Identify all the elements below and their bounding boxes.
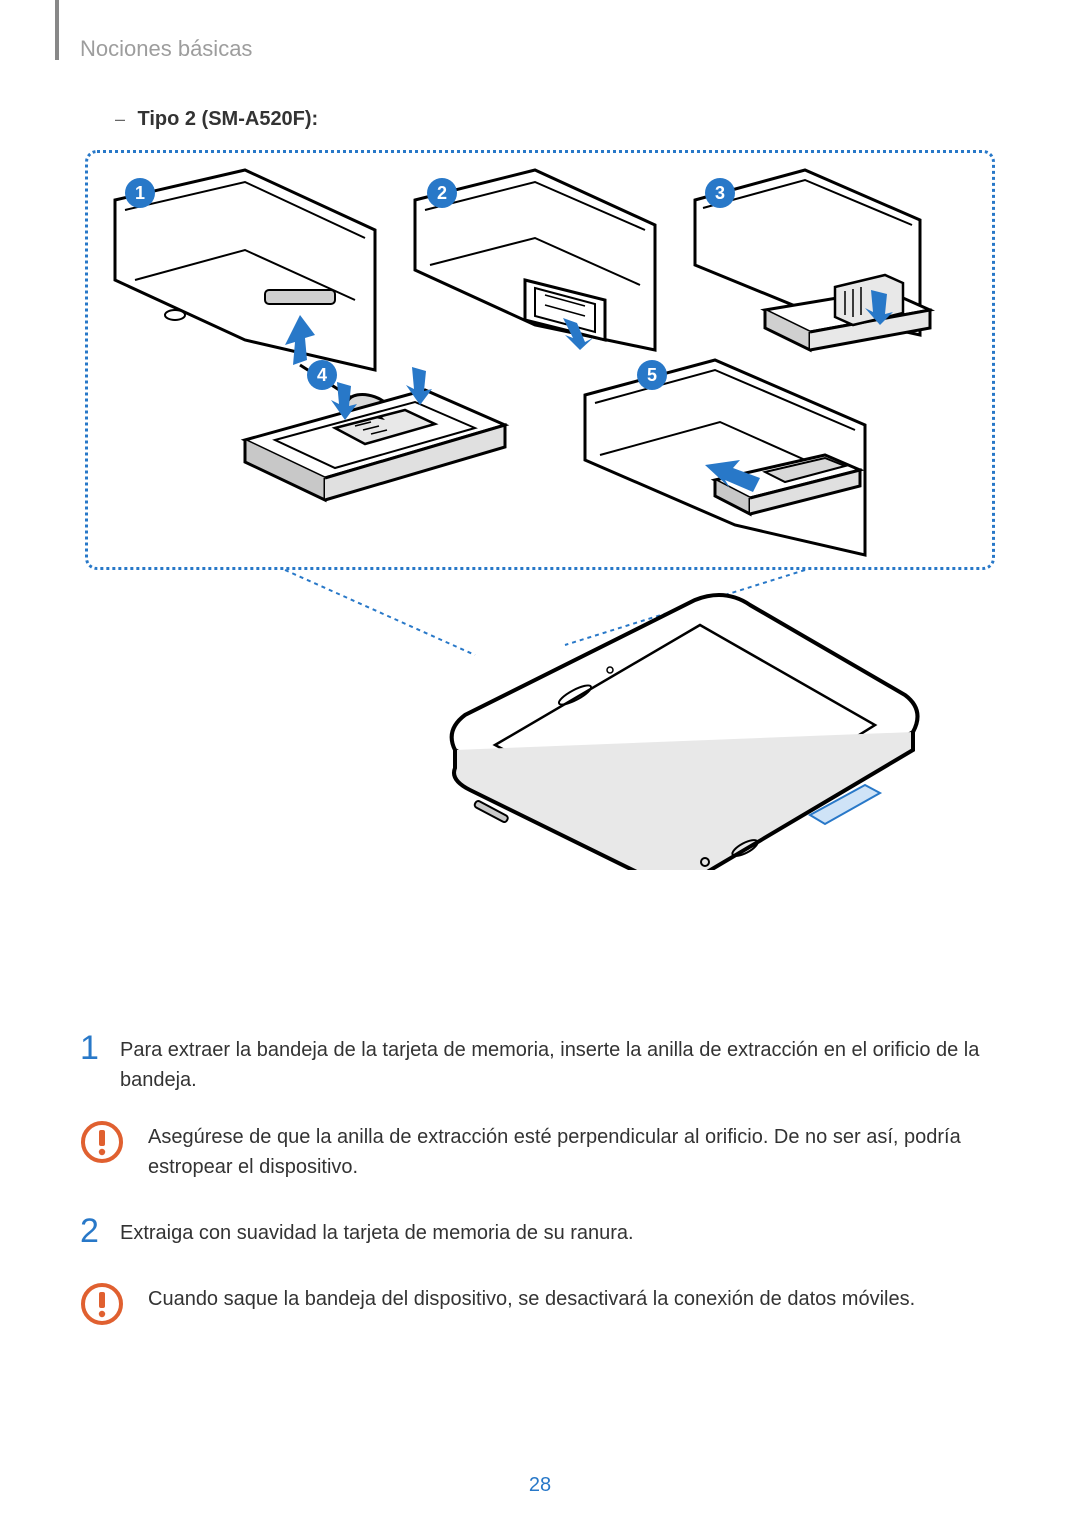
page-number: 28: [0, 1474, 1080, 1497]
caution-2-text: Cuando saque la bandeja del dispositivo,…: [148, 1282, 915, 1314]
caution-1: Asegúrese de que la anilla de extracción…: [80, 1120, 1000, 1182]
diagram-container: 1 2 3 4 5: [85, 150, 995, 870]
caution-2: Cuando saque la bandeja del dispositivo,…: [80, 1282, 1000, 1326]
instruction-1-number: 1: [80, 1031, 120, 1065]
step-badge-5: 5: [637, 360, 667, 390]
instruction-2: 2 Extraiga con suavidad la tarjeta de me…: [80, 1218, 1000, 1248]
section-header: Nociones básicas: [80, 36, 252, 62]
header-accent-bar: [55, 0, 59, 60]
caution-icon: [80, 1282, 124, 1326]
step-badge-4: 4: [307, 360, 337, 390]
subtitle-dash: –: [115, 109, 125, 129]
diagram-svg: [85, 150, 995, 870]
instruction-2-text: Extraiga con suavidad la tarjeta de memo…: [120, 1218, 634, 1248]
step-badge-1: 1: [125, 178, 155, 208]
step-badge-2: 2: [427, 178, 457, 208]
instruction-1-text: Para extraer la bandeja de la tarjeta de…: [120, 1035, 1000, 1095]
subtitle-row: – Tipo 2 (SM-A520F):: [115, 108, 318, 131]
instruction-1: 1 Para extraer la bandeja de la tarjeta …: [80, 1035, 1000, 1095]
subtitle-text: Tipo 2 (SM-A520F):: [137, 108, 318, 130]
instruction-2-number: 2: [80, 1214, 120, 1248]
step-badge-3: 3: [705, 178, 735, 208]
caution-1-text: Asegúrese de que la anilla de extracción…: [148, 1120, 1000, 1182]
caution-icon: [80, 1120, 124, 1164]
diagram-phone: [452, 595, 918, 870]
